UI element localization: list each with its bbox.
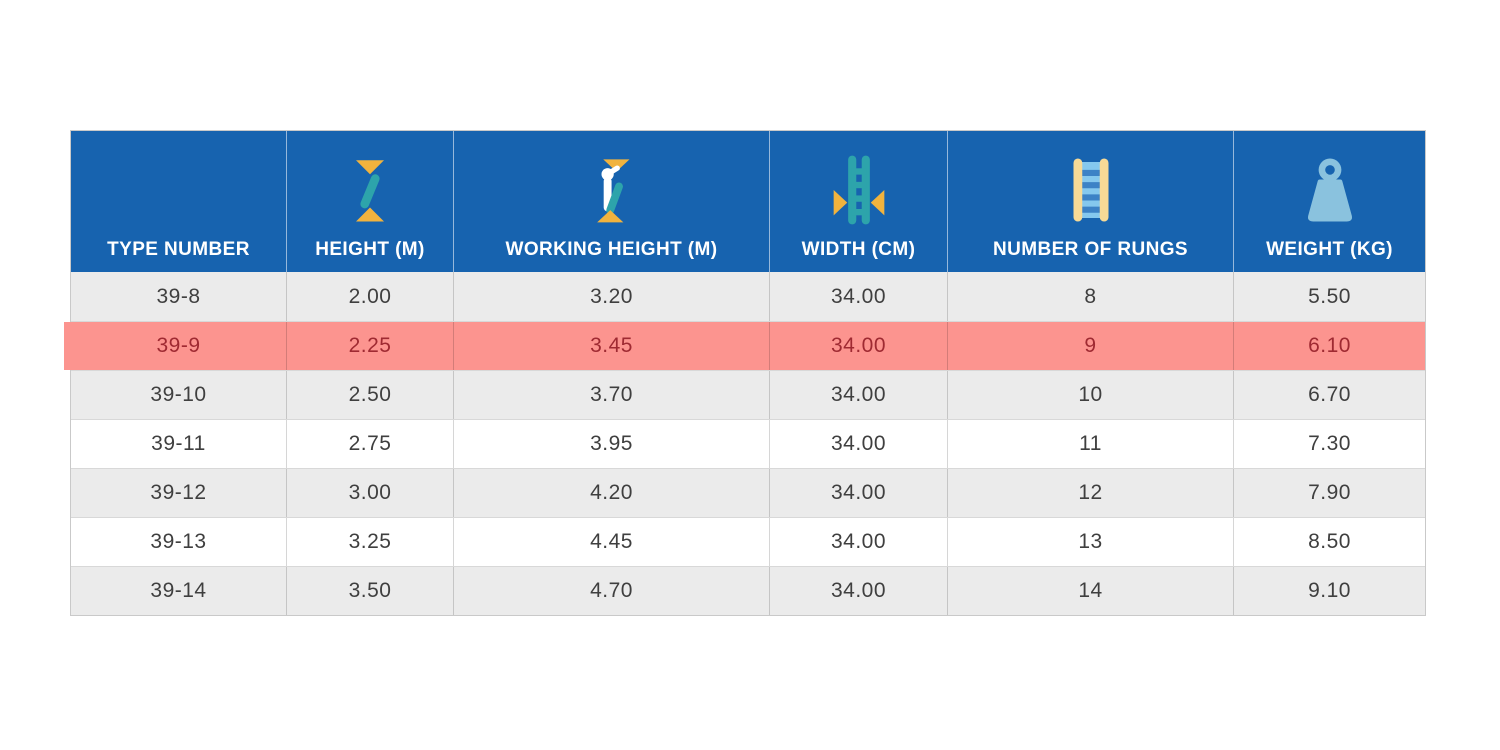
table-row[interactable]: 39-10 2.50 3.70 34.00 10 6.70 xyxy=(71,370,1425,419)
cell-weight: 6.10 xyxy=(1233,322,1425,370)
column-header-number-of-rungs: NUMBER OF RUNGS xyxy=(947,131,1233,272)
table-body: 39-8 2.00 3.20 34.00 8 5.50 39-9 2.25 3.… xyxy=(64,272,1425,615)
cell-rungs: 14 xyxy=(947,567,1233,615)
cell-height: 3.25 xyxy=(286,518,453,566)
column-label: TYPE NUMBER xyxy=(107,239,250,260)
column-header-width: WIDTH (CM) xyxy=(769,131,947,272)
cell-weight: 9.10 xyxy=(1233,567,1425,615)
cell-type-number: 39-12 xyxy=(150,481,207,504)
cell-height: 2.25 xyxy=(286,322,453,370)
cell-width: 34.00 xyxy=(769,371,947,419)
cell-width: 34.00 xyxy=(769,518,947,566)
column-label: NUMBER OF RUNGS xyxy=(993,239,1188,260)
cell-width: 34.00 xyxy=(769,322,947,370)
cell-rungs: 10 xyxy=(947,371,1233,419)
cell-working-height: 3.20 xyxy=(453,272,769,321)
cell-height: 3.50 xyxy=(286,567,453,615)
cell-weight: 7.30 xyxy=(1233,420,1425,468)
cell-width: 34.00 xyxy=(769,469,947,517)
cell-working-height: 4.20 xyxy=(453,469,769,517)
cell-working-height: 4.45 xyxy=(453,518,769,566)
cell-height: 2.75 xyxy=(286,420,453,468)
column-header-height: HEIGHT (M) xyxy=(286,131,453,272)
cell-type-number: 39-14 xyxy=(150,579,207,602)
column-label: HEIGHT (M) xyxy=(315,239,425,260)
table-row[interactable]: 39-13 3.25 4.45 34.00 13 8.50 xyxy=(71,517,1425,566)
cell-type-number: 39-9 xyxy=(156,334,201,357)
column-label: WORKING HEIGHT (M) xyxy=(505,239,718,260)
height-measure-icon xyxy=(342,151,398,229)
cell-weight: 8.50 xyxy=(1233,518,1425,566)
cell-height: 2.50 xyxy=(286,371,453,419)
cell-rungs: 8 xyxy=(947,272,1233,321)
table-row[interactable]: 39-8 2.00 3.20 34.00 8 5.50 xyxy=(71,272,1425,321)
table-row[interactable]: 39-11 2.75 3.95 34.00 11 7.30 xyxy=(71,419,1425,468)
cell-width: 34.00 xyxy=(769,420,947,468)
cell-working-height: 4.70 xyxy=(453,567,769,615)
column-header-working-height: WORKING HEIGHT (M) xyxy=(453,131,769,272)
cell-working-height: 3.45 xyxy=(453,322,769,370)
cell-working-height: 3.95 xyxy=(453,420,769,468)
cell-rungs: 12 xyxy=(947,469,1233,517)
person-working-height-icon xyxy=(584,151,640,229)
cell-rungs: 11 xyxy=(947,420,1233,468)
cell-type-number: 39-11 xyxy=(151,432,206,455)
table-row[interactable]: 39-14 3.50 4.70 34.00 14 9.10 xyxy=(71,566,1425,615)
column-label: WIDTH (CM) xyxy=(801,239,916,260)
cell-type-number: 39-10 xyxy=(150,383,207,406)
table-header-row: TYPE NUMBER HEIGHT (M) xyxy=(71,131,1425,272)
column-label: WEIGHT (KG) xyxy=(1266,239,1393,260)
cell-width: 34.00 xyxy=(769,567,947,615)
cell-rungs: 9 xyxy=(947,322,1233,370)
cell-weight: 5.50 xyxy=(1233,272,1425,321)
cell-type-number: 39-13 xyxy=(150,530,207,553)
cell-height: 2.00 xyxy=(286,272,453,321)
cell-width: 34.00 xyxy=(769,272,947,321)
cell-rungs: 13 xyxy=(947,518,1233,566)
cell-type-number: 39-8 xyxy=(156,284,201,308)
ladder-rungs-icon xyxy=(1063,151,1119,229)
cell-weight: 6.70 xyxy=(1233,371,1425,419)
table-row[interactable]: 39-12 3.00 4.20 34.00 12 7.90 xyxy=(71,468,1425,517)
ladder-width-icon xyxy=(830,151,888,229)
cell-height: 3.00 xyxy=(286,469,453,517)
cell-working-height: 3.70 xyxy=(453,371,769,419)
weight-icon xyxy=(1302,151,1358,229)
cell-weight: 7.90 xyxy=(1233,469,1425,517)
column-header-weight: WEIGHT (KG) xyxy=(1233,131,1425,272)
column-header-type-number: TYPE NUMBER xyxy=(71,131,286,272)
ladder-spec-table: TYPE NUMBER HEIGHT (M) xyxy=(64,130,1426,616)
table-row-highlighted[interactable]: 39-9 2.25 3.45 34.00 9 6.10 xyxy=(64,321,1425,370)
